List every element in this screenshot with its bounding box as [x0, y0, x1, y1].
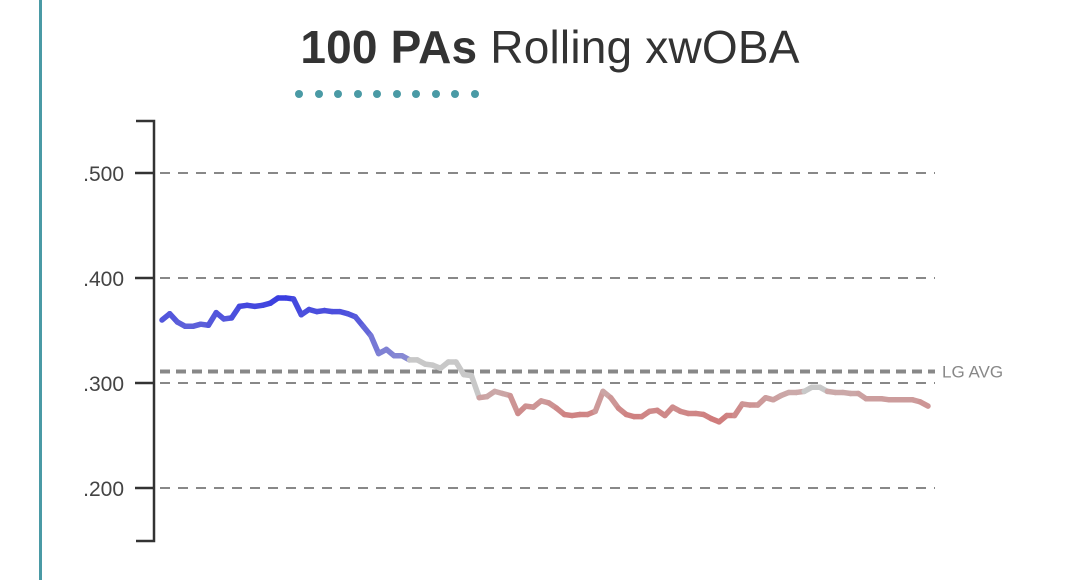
title-underline-dot	[451, 90, 459, 98]
xwoba-line-segment	[592, 388, 606, 415]
chart-title: 100 PAs Rolling xwOBA	[0, 20, 1080, 74]
xwoba-line-segment	[368, 333, 382, 357]
y-axis-line	[136, 119, 156, 543]
title-underline-dot	[431, 90, 440, 98]
title-underline-dot	[353, 90, 362, 98]
y-tick-label: .300	[83, 373, 124, 396]
y-tick-label: .200	[83, 478, 124, 501]
xwoba-line-segment	[290, 296, 305, 318]
title-underline-dot	[373, 90, 381, 98]
title-underline-dot	[314, 90, 323, 98]
xwoba-line-segment	[468, 372, 482, 401]
chart-title-strong: 100 PAs	[300, 21, 478, 73]
league-average-label: LG AVG	[942, 362, 1003, 381]
left-accent-rule	[39, 0, 42, 580]
title-underline-dot	[470, 90, 479, 98]
title-underline-dot	[392, 90, 401, 98]
title-underline-dot	[295, 90, 303, 98]
xwoba-line-segment	[917, 399, 931, 409]
y-tick-label: .500	[83, 163, 124, 186]
title-underline-dot	[412, 90, 420, 98]
y-tick-label: .400	[83, 268, 124, 291]
xwoba-line-segment	[507, 392, 521, 417]
chart-title-rest: Rolling xwOBA	[490, 21, 800, 73]
title-underline-dot	[334, 90, 342, 98]
